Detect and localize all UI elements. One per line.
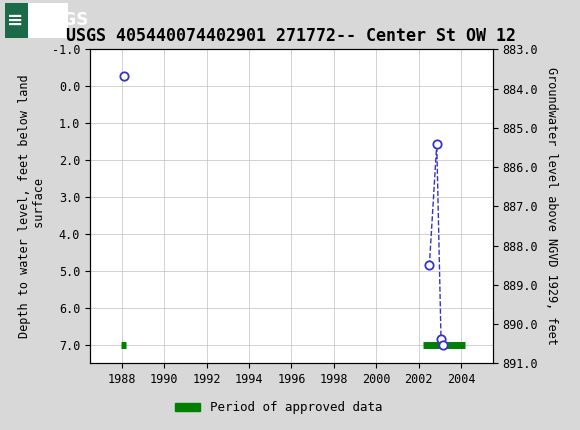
Title: USGS 405440074402901 271772-- Center St OW 12: USGS 405440074402901 271772-- Center St … bbox=[67, 27, 516, 45]
Bar bbox=[5, 3, 68, 37]
Bar bbox=[5, 3, 28, 37]
Text: ≡: ≡ bbox=[7, 11, 23, 30]
Legend: Period of approved data: Period of approved data bbox=[169, 396, 387, 419]
Y-axis label: Groundwater level above NGVD 1929, feet: Groundwater level above NGVD 1929, feet bbox=[545, 68, 559, 345]
Text: USGS: USGS bbox=[38, 12, 89, 29]
Y-axis label: Depth to water level, feet below land
 surface: Depth to water level, feet below land su… bbox=[18, 74, 46, 338]
